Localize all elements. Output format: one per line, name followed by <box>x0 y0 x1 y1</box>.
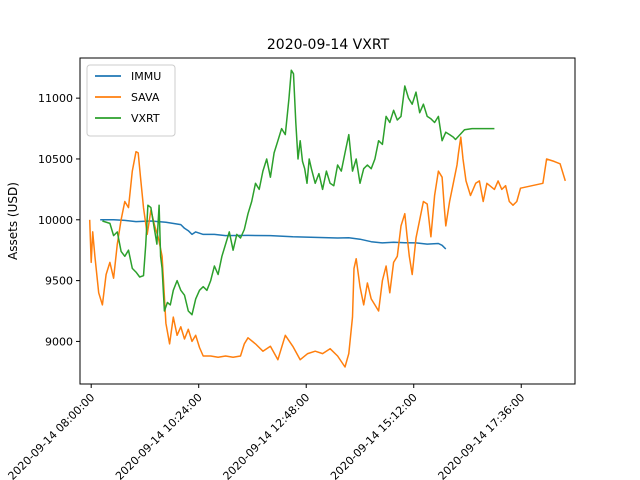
legend-label-vxrt: VXRT <box>131 112 160 125</box>
y-tick-label: 10000 <box>38 214 73 227</box>
legend: IMMU SAVA VXRT <box>86 64 176 137</box>
chart-title: 2020-09-14 VXRT <box>267 37 390 53</box>
x-tick-label: 2020-09-14 10:24:00 <box>113 391 205 480</box>
legend-label-sava: SAVA <box>131 91 160 104</box>
y-tick-label: 9000 <box>45 335 73 348</box>
x-tick-label: 2020-09-14 15:12:00 <box>328 391 420 480</box>
x-tick-label: 2020-09-14 17:36:00 <box>436 391 528 480</box>
series-line-sava <box>88 136 567 368</box>
y-axis-label: Assets (USD) <box>6 182 20 260</box>
x-axis: 2020-09-14 08:00:00 2020-09-14 10:24:00 20… <box>6 384 528 480</box>
y-tick-label: 10500 <box>38 153 73 166</box>
y-tick-label: 11000 <box>38 92 73 105</box>
series-layer <box>88 69 567 368</box>
series-line-vxrt <box>102 69 495 316</box>
series-line-immu <box>100 219 447 250</box>
y-axis: 9000 9500 10000 10500 11000 <box>38 92 80 348</box>
legend-label-immu: IMMU <box>131 70 161 83</box>
x-tick-label: 2020-09-14 12:48:00 <box>221 391 313 480</box>
x-tick-label: 2020-09-14 08:00:00 <box>6 391 98 480</box>
y-tick-label: 9500 <box>45 275 73 288</box>
axes-border <box>79 57 576 385</box>
